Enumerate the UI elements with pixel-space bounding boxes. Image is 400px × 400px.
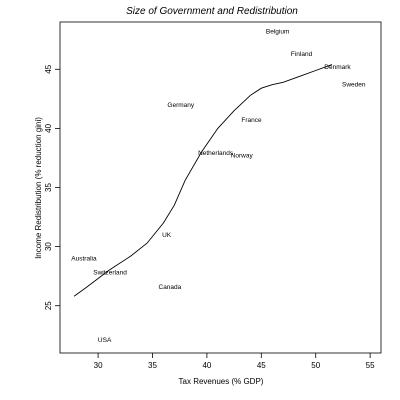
country-label: Denmark [324,64,351,71]
country-labels: Belgium Finland Denmark Sweden Germany France… [71,28,366,344]
chart-title: Size of Government and Redistribution [126,6,298,17]
x-tick-label: 35 [148,361,157,370]
country-label: Belgium [266,28,289,35]
x-axis-label: Tax Revenues (% GDP) [179,377,264,386]
plot-frame [59,21,382,354]
x-tick-label: 55 [366,361,375,370]
x-tick-label: 40 [202,361,211,370]
country-label: USA [98,337,112,344]
x-tick-label: 30 [94,361,103,370]
country-label: Australia [71,255,97,262]
country-label: UK [162,232,172,239]
x-tick-label: 50 [311,361,320,370]
country-label: Germany [167,102,194,109]
y-tick-label: 40 [44,123,53,132]
x-axis: 30 35 40 45 50 55 [94,353,375,370]
y-tick-label: 35 [44,183,53,192]
y-axis: 25 30 35 40 45 [44,64,60,310]
country-label: Finland [291,51,313,58]
y-axis-label: Income Redistribution (% reduction gini) [34,117,43,259]
country-label: Canada [159,284,182,291]
country-label: Sweden [342,82,366,89]
trend-line [73,64,333,297]
country-label: Norway [231,153,254,160]
x-tick-label: 45 [257,361,266,370]
y-tick-label: 45 [44,64,53,73]
country-label: Switzerland [93,270,127,277]
y-tick-label: 25 [44,301,53,310]
country-label: Netherlands [198,150,234,157]
country-label: France [241,117,262,124]
y-tick-label: 30 [44,242,53,251]
